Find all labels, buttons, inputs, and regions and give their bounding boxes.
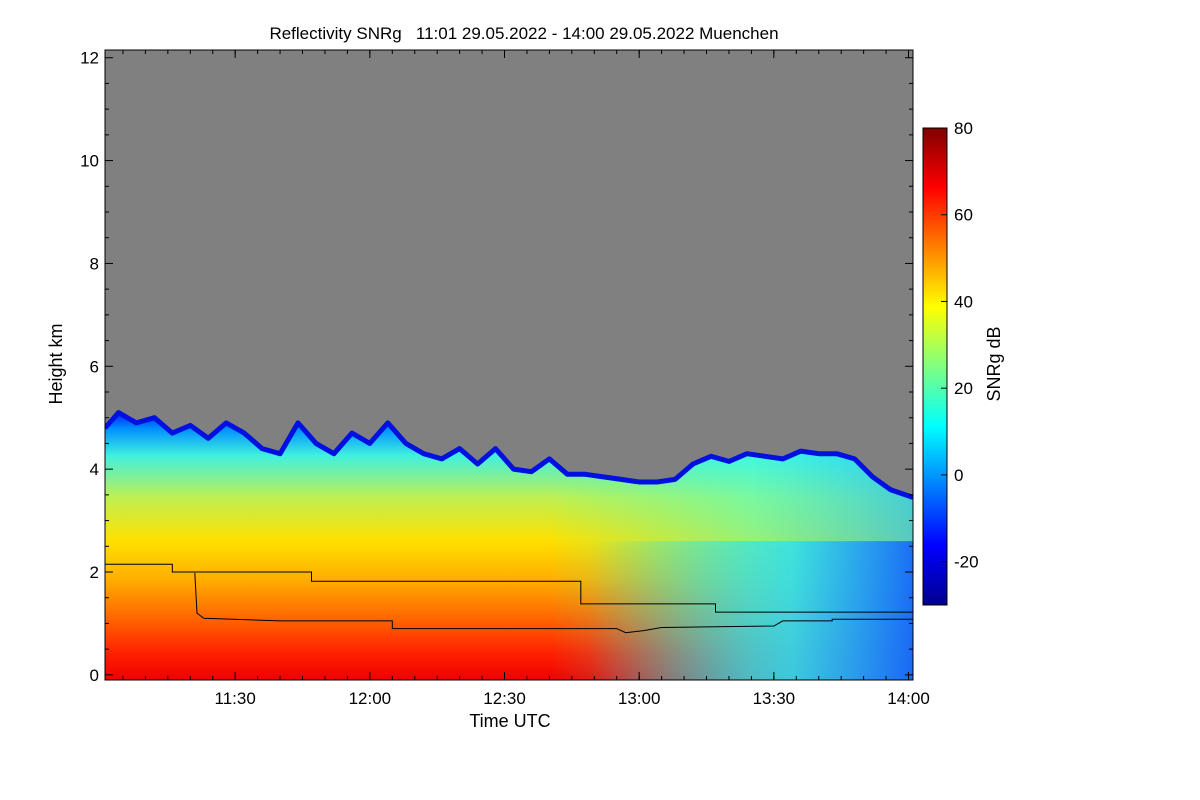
y-tick-label: 0 <box>90 666 99 685</box>
y-tick-label: 10 <box>80 152 99 171</box>
y-axis-label: Height km <box>46 323 66 404</box>
series-line-2 <box>194 572 913 634</box>
chart-title: Reflectivity SNRg 11:01 29.05.2022 - 14:… <box>269 24 778 43</box>
colorbar-tick-label: 60 <box>954 206 973 225</box>
colorbar-tick-label: 40 <box>954 292 973 311</box>
colorbar-ticks: 80 60 40 20 0 -20 <box>941 119 979 572</box>
colorbar-tick-label: -20 <box>954 553 979 572</box>
y-tick-label: 2 <box>90 563 99 582</box>
x-axis-label: Time UTC <box>469 711 550 731</box>
colorbar-tick-label: 0 <box>954 466 963 485</box>
x-tick-label: 11:30 <box>215 689 256 708</box>
y-tick-label: 8 <box>90 254 99 273</box>
x-axis: 11:30 12:00 12:30 13:00 13:30 14:00 <box>122 50 930 708</box>
y-tick-label: 4 <box>90 460 99 479</box>
x-tick-label: 12:30 <box>483 689 526 708</box>
y-tick-label: 12 <box>80 49 99 68</box>
series-layer <box>105 563 913 634</box>
y-tick-label: 6 <box>90 357 99 376</box>
colorbar-label: SNRg dB <box>984 326 1004 401</box>
plot-frame <box>104 49 914 681</box>
series-line-1 <box>105 563 913 613</box>
echo-field-fade-low <box>105 541 913 680</box>
colorbar: 80 60 40 20 0 -20 SNRg dB <box>922 119 1004 606</box>
y-axis: 0 2 4 6 8 10 12 <box>80 49 913 685</box>
colorbar-tick-label: 80 <box>954 119 973 138</box>
colorbar-gradient <box>922 127 948 606</box>
x-tick-label: 13:30 <box>753 689 796 708</box>
colorbar-tick-label: 20 <box>954 379 973 398</box>
echo-top-edge <box>105 410 913 500</box>
x-tick-label: 12:00 <box>349 689 392 708</box>
x-tick-label: 13:00 <box>618 689 661 708</box>
plot-area <box>105 50 913 680</box>
x-tick-label: 14:00 <box>887 689 930 708</box>
